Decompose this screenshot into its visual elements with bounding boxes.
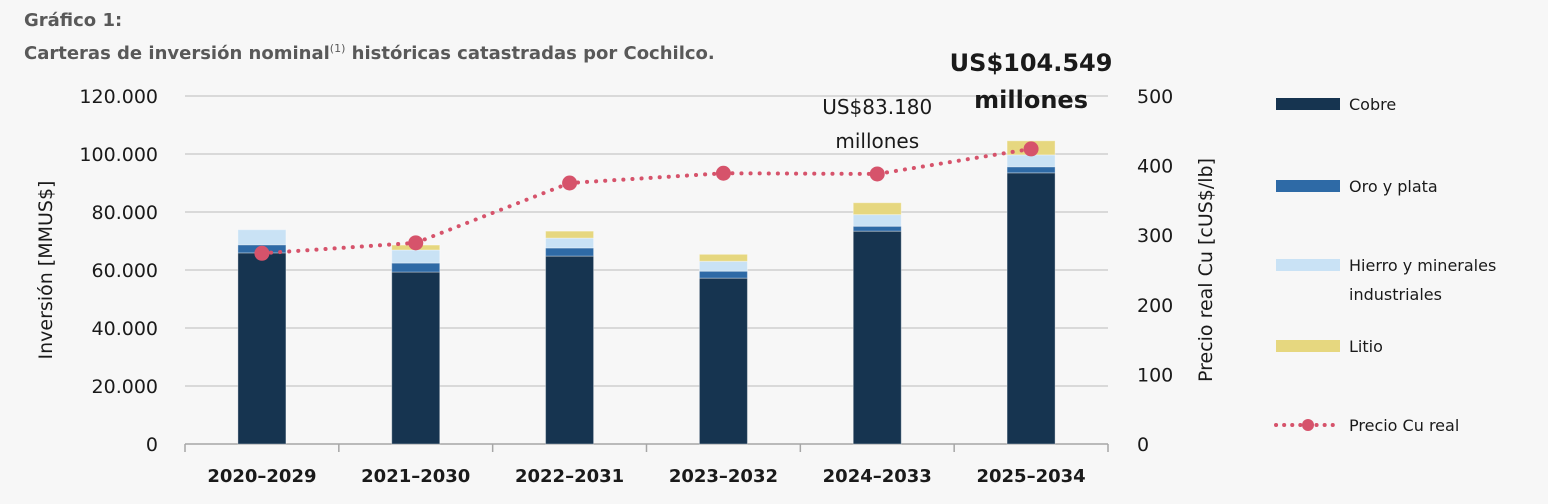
title-footnote: (1) <box>329 42 346 55</box>
legend-label: Hierro y minerales <box>1349 256 1496 275</box>
bar-hierro-y-minerales-industriales <box>545 237 595 249</box>
bar-oro-y-plata <box>391 262 441 273</box>
legend-swatch <box>1276 180 1340 192</box>
bar-cobre <box>1006 172 1056 445</box>
legend-swatch <box>1276 259 1340 271</box>
bar-cobre <box>852 230 902 445</box>
bar-oro-y-plata <box>698 270 748 279</box>
bar-oro-y-plata <box>852 225 902 232</box>
annotation-unit: millones <box>835 129 919 153</box>
price-point <box>715 165 731 181</box>
y-axis-label: Inversión [MMUS$] <box>35 181 57 360</box>
legend-label: industriales <box>1349 285 1442 304</box>
price-point <box>562 175 578 191</box>
x-tick-label: 2023–2032 <box>669 466 778 487</box>
bar-cobre <box>237 252 287 445</box>
bar-cobre <box>545 255 595 445</box>
title-text: Carteras de inversión nominal <box>24 43 330 64</box>
y-tick-label: 0 <box>146 434 158 456</box>
bar-hierro-y-minerales-industriales <box>698 260 748 272</box>
x-tick-label: 2022–2031 <box>515 466 624 487</box>
bar-litio <box>545 230 595 239</box>
x-tick-label: 2021–2030 <box>361 466 470 487</box>
price-line <box>259 146 1034 256</box>
chart-label: Gráfico 1: <box>24 10 123 31</box>
y-tick-label: 60.000 <box>92 260 158 282</box>
bar-litio <box>852 202 902 216</box>
y2-axis-label: Precio real Cu [cUS$/lb] <box>1195 158 1217 382</box>
y-tick-label: 40.000 <box>92 318 158 340</box>
chart-title: Carteras de inversión nominal(1) históri… <box>24 42 715 64</box>
bar-cobre <box>698 277 748 445</box>
legend-label: Litio <box>1349 337 1383 356</box>
y2-tick-label: 200 <box>1137 295 1173 317</box>
bar-oro-y-plata <box>1006 166 1056 174</box>
y2-tick-label: 0 <box>1137 434 1149 456</box>
legend-marker <box>1302 419 1314 431</box>
bar-litio <box>698 253 748 262</box>
price-point <box>1023 141 1039 157</box>
legend-label: Oro y plata <box>1349 177 1438 196</box>
annotation-total: US$104.549 <box>950 49 1113 77</box>
bar-hierro-y-minerales-industriales <box>1006 154 1056 168</box>
annotation-unit: millones <box>974 86 1088 114</box>
x-tick-label: 2020–2029 <box>207 466 316 487</box>
y-tick-label: 100.000 <box>79 144 158 166</box>
annotation-total: US$83.180 <box>822 95 932 119</box>
price-point <box>869 166 885 182</box>
price-point <box>408 235 424 251</box>
bar-oro-y-plata <box>545 247 595 257</box>
legend-label: Precio Cu real <box>1349 416 1459 435</box>
y-tick-label: 20.000 <box>92 376 158 398</box>
y2-tick-label: 500 <box>1137 86 1173 108</box>
legend-swatch <box>1276 340 1340 352</box>
x-tick-label: 2025–2034 <box>976 466 1085 487</box>
price-point <box>254 245 270 261</box>
bar-hierro-y-minerales-industriales <box>391 249 441 264</box>
legend-swatch <box>1276 98 1340 110</box>
y2-tick-label: 300 <box>1137 225 1173 247</box>
bar-hierro-y-minerales-industriales <box>237 229 287 246</box>
y2-tick-label: 100 <box>1137 364 1173 386</box>
bar-hierro-y-minerales-industriales <box>852 214 902 227</box>
y2-tick-label: 400 <box>1137 156 1173 178</box>
y-tick-label: 80.000 <box>92 202 158 224</box>
legend-label: Cobre <box>1349 95 1396 114</box>
bar-cobre <box>391 271 441 445</box>
x-tick-label: 2024–2033 <box>823 466 932 487</box>
title-text-rest: históricas catastradas por Cochilco. <box>351 43 715 64</box>
y-tick-label: 120.000 <box>79 86 158 108</box>
